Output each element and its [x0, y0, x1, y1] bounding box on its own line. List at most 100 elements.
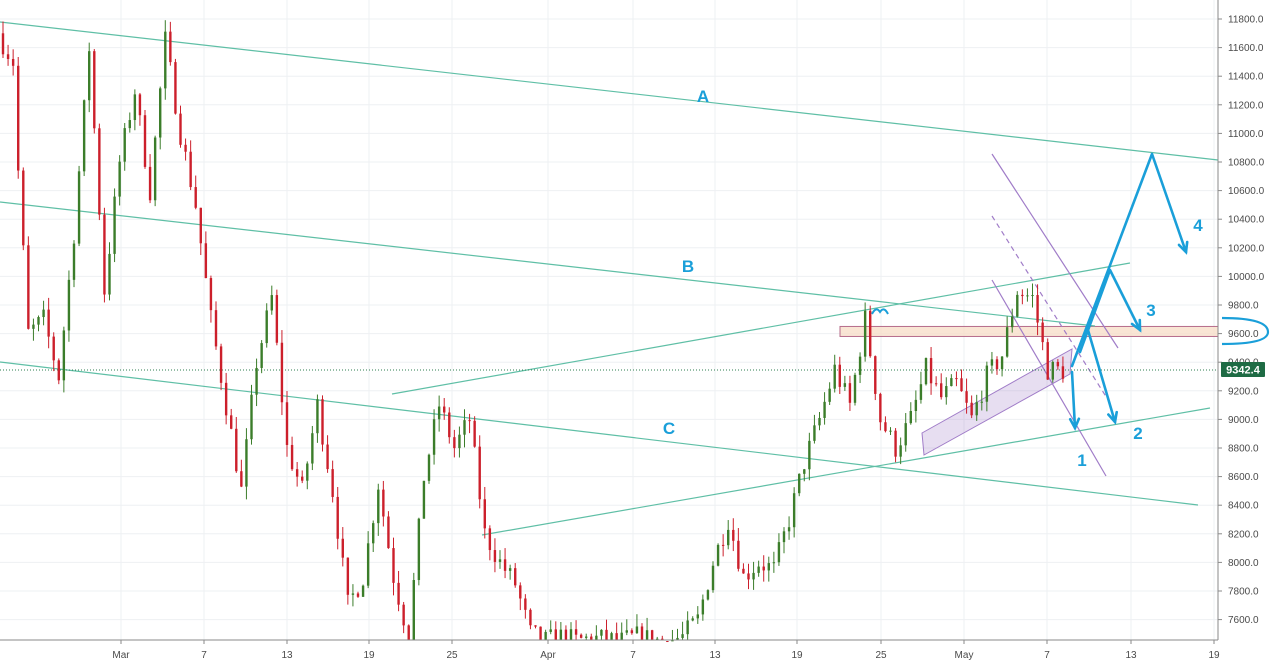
candle-body — [153, 137, 157, 201]
candle-body — [37, 317, 40, 325]
candle-body — [924, 358, 928, 385]
candle-body — [346, 557, 350, 595]
candle-body — [412, 580, 415, 640]
candle-body — [950, 378, 953, 387]
channel-line-c — [0, 361, 1199, 506]
candle-body — [767, 563, 770, 571]
wave-path-4 — [1070, 152, 1188, 368]
candle-body — [27, 245, 30, 329]
y-tick-label: 9600.0 — [1228, 329, 1259, 340]
candle-body — [22, 170, 25, 246]
candle-body — [1026, 295, 1029, 297]
y-tick-label: 9800.0 — [1228, 301, 1259, 312]
price-tag-text: 9342.4 — [1226, 365, 1261, 377]
wave-path-1 — [1070, 370, 1077, 430]
candle-body — [290, 444, 294, 470]
candle-body — [17, 65, 20, 171]
candle-body — [990, 359, 994, 366]
candle-body — [265, 310, 268, 344]
candle-body — [691, 618, 694, 621]
candle-body — [159, 88, 162, 138]
candle-body — [914, 399, 918, 412]
candle-body — [270, 295, 273, 311]
candle-body — [311, 433, 314, 464]
candle-body — [620, 632, 623, 640]
candle-body — [858, 356, 862, 375]
candle-body — [940, 383, 943, 398]
candle-body — [93, 51, 96, 129]
candle-body — [585, 636, 588, 638]
candle-body — [204, 243, 208, 279]
candle-body — [661, 638, 664, 640]
y-tick-label: 11400.0 — [1228, 72, 1264, 83]
channel-label-b: B — [682, 257, 694, 276]
candle-body — [397, 582, 400, 605]
x-tick-label: 25 — [446, 650, 458, 661]
candle-body — [341, 538, 344, 558]
candle-body — [301, 476, 304, 481]
y-tick-label: 10200.0 — [1228, 243, 1265, 254]
channel-label-c: C — [663, 419, 675, 438]
y-tick-label: 7800.0 — [1228, 587, 1259, 598]
candle-body — [742, 568, 745, 574]
rising-line-lower — [481, 407, 1211, 536]
candle-body — [808, 440, 811, 470]
candle-body — [889, 430, 892, 432]
candle-body — [235, 428, 238, 472]
candle-body — [377, 489, 380, 524]
candle-body — [1056, 361, 1060, 367]
candle-body — [929, 358, 933, 384]
candle-body — [437, 406, 441, 420]
candle-body — [118, 161, 121, 197]
x-tick-label: 13 — [281, 650, 293, 661]
candle-body — [1061, 366, 1065, 379]
candle-body — [732, 529, 735, 541]
candle-body — [1, 33, 5, 55]
wave-arrowhead-1 — [1068, 417, 1081, 431]
candle-body — [666, 641, 669, 643]
candle-body — [792, 493, 796, 528]
candle-body — [955, 378, 958, 380]
candle-body — [128, 120, 131, 129]
candle-body — [975, 402, 978, 416]
candle-body — [230, 415, 233, 429]
y-tick-label: 11000.0 — [1228, 129, 1264, 140]
candle-body — [980, 401, 983, 403]
candle-body — [214, 310, 218, 347]
candle-body — [818, 417, 821, 426]
bearish-line-1 — [991, 153, 1119, 349]
y-tick-label: 9000.0 — [1228, 415, 1259, 426]
candle-body — [747, 573, 750, 580]
candle-body — [590, 636, 593, 640]
price-tag-bg — [1221, 362, 1265, 377]
candle-body — [549, 629, 552, 632]
candle-body — [630, 630, 634, 634]
candle-body — [1031, 295, 1034, 297]
candle-body — [448, 412, 451, 438]
candle-body — [595, 635, 598, 640]
y-tick-label: 11200.0 — [1228, 100, 1264, 111]
resistance-zone — [839, 325, 1219, 337]
candle-body — [108, 253, 111, 295]
candle-body — [625, 630, 628, 633]
candle-body — [189, 151, 192, 188]
candle-body — [645, 630, 649, 640]
candle-body — [640, 626, 644, 640]
channel-line-b — [0, 201, 1096, 327]
candle-body — [853, 374, 857, 403]
y-tick-label: 8800.0 — [1228, 444, 1259, 455]
candle-body — [519, 585, 522, 599]
candle-body — [443, 406, 446, 413]
candles — [1, 20, 1065, 643]
candle-body — [909, 411, 912, 424]
x-tick-label: Apr — [540, 650, 556, 661]
trend-lines — [0, 21, 1219, 536]
candle-body — [656, 638, 659, 640]
candle-body — [199, 207, 202, 244]
candle-body — [772, 562, 776, 564]
candle-body — [686, 620, 689, 635]
candle-body — [782, 531, 786, 543]
candle-body — [143, 115, 147, 167]
candle-body — [321, 399, 324, 445]
